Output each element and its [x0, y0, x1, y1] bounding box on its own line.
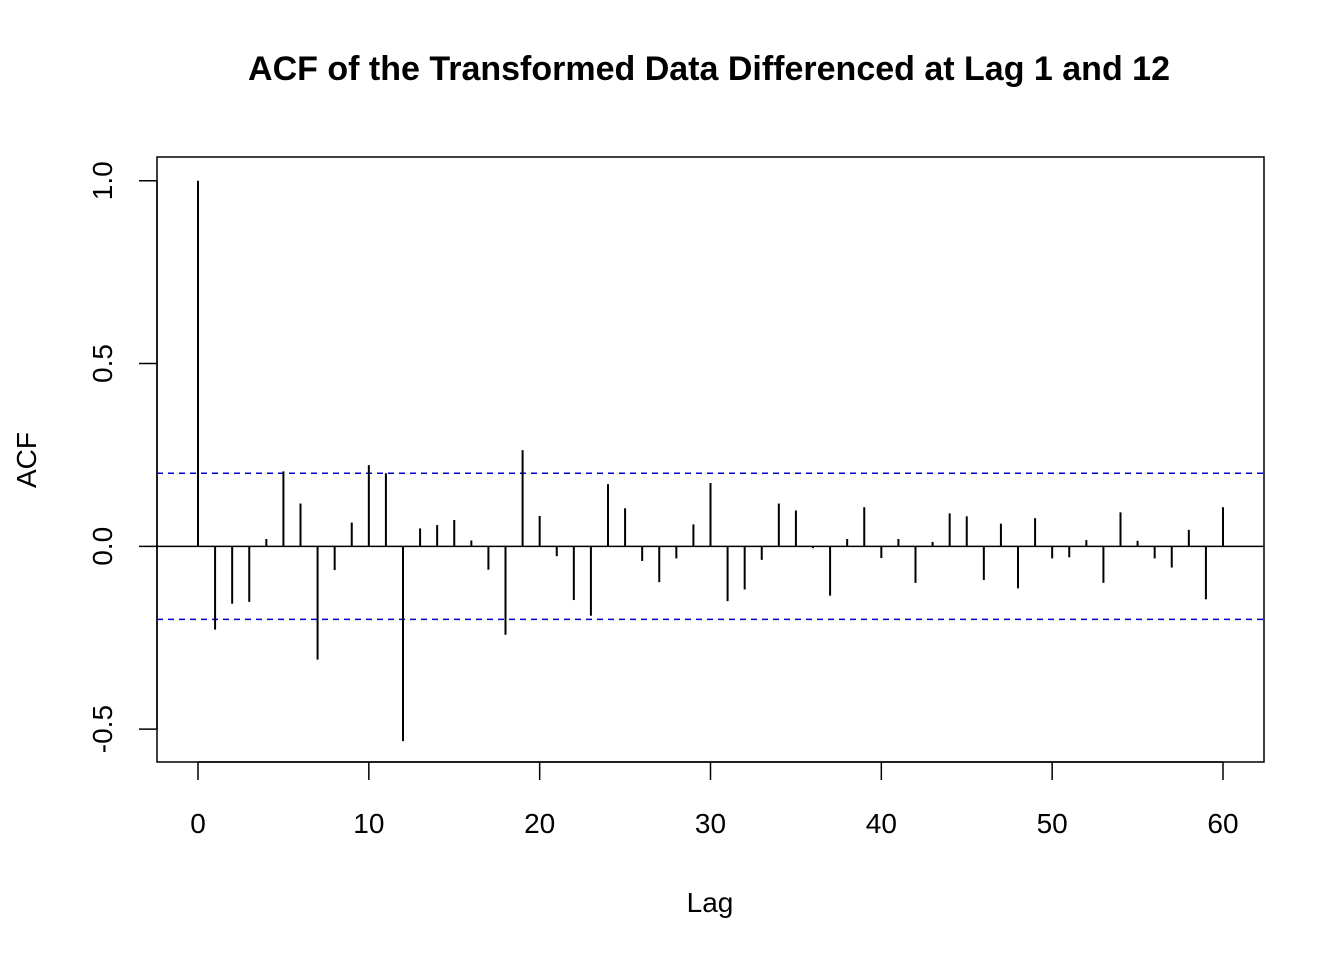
x-tick-label: 30	[695, 808, 726, 839]
y-axis-label: ACF	[11, 432, 42, 488]
y-tick-label: 0.0	[87, 527, 118, 566]
x-tick-label: 40	[866, 808, 897, 839]
x-tick-label: 10	[353, 808, 384, 839]
plot-content	[157, 180, 1264, 742]
chart-title: ACF of the Transformed Data Differenced …	[248, 50, 1170, 88]
x-axis: 0 10 20 30 40 50 60	[190, 761, 1239, 839]
y-tick-label: -0.5	[87, 705, 118, 753]
y-axis: -0.5 0.0 0.5 1.0	[87, 161, 158, 753]
y-tick-label: 0.5	[87, 344, 118, 383]
x-tick-label: 0	[190, 808, 206, 839]
x-tick-label: 50	[1037, 808, 1068, 839]
x-tick-label: 20	[524, 808, 555, 839]
plot-frame	[156, 156, 1265, 763]
x-axis-label: Lag	[687, 887, 734, 918]
y-tick-label: 1.0	[87, 161, 118, 200]
x-tick-label: 60	[1207, 808, 1238, 839]
